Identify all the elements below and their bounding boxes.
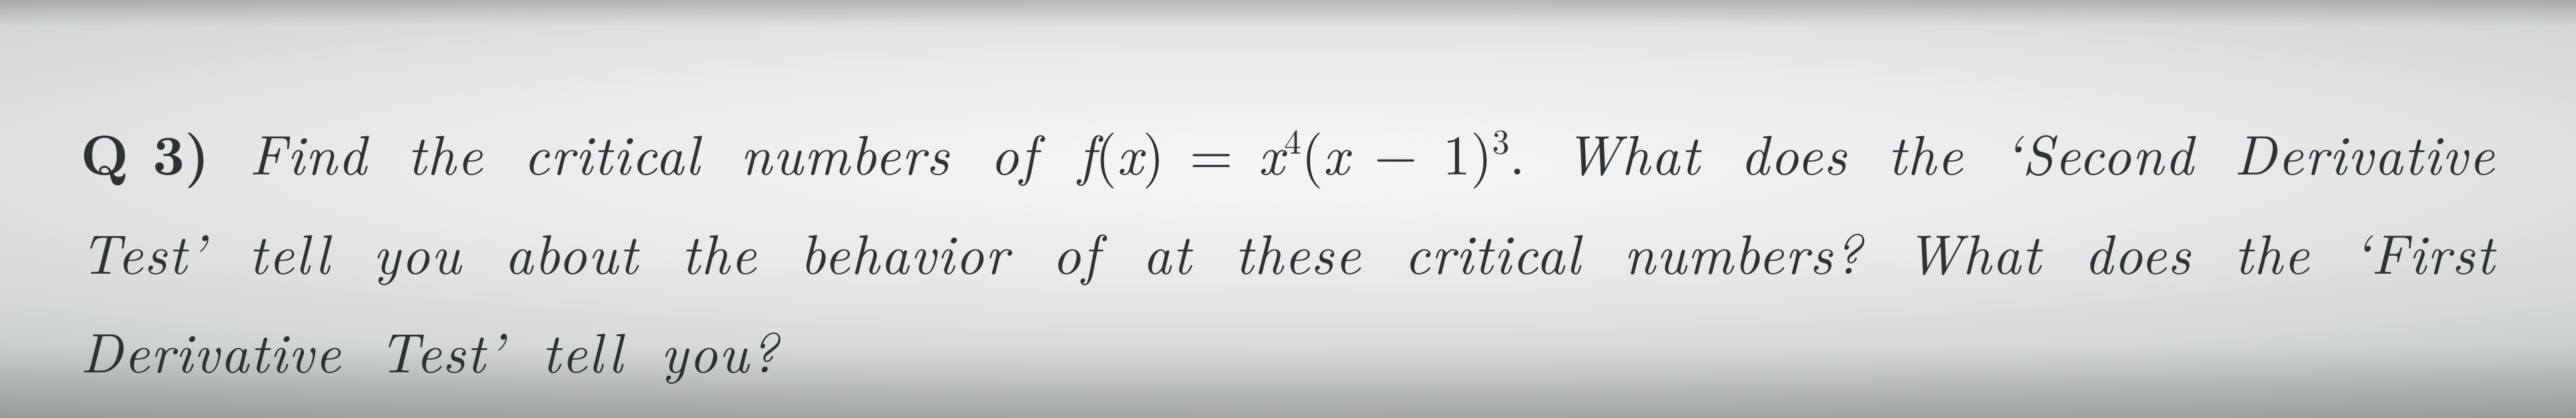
math-equals: = bbox=[1165, 112, 1258, 191]
page: Q 3) Find the critical numbers of f(x) =… bbox=[0, 0, 2576, 418]
question-text: Q 3) Find the critical numbers of f(x) =… bbox=[80, 103, 2496, 400]
math-exp2: 3 bbox=[1492, 115, 1509, 164]
math-f: f bbox=[1078, 113, 1095, 191]
math-x2: x bbox=[1258, 113, 1285, 191]
math-x1: x bbox=[1117, 113, 1143, 191]
math-one: 1 bbox=[1443, 112, 1471, 191]
math-close1: ) bbox=[1142, 112, 1164, 191]
period1: . bbox=[1509, 112, 1564, 191]
math-expression: f(x) = x4(x − 1)3 bbox=[1078, 113, 1509, 191]
math-open1: ( bbox=[1095, 112, 1117, 191]
vignette-top bbox=[0, 0, 2576, 27]
math-x3: x bbox=[1323, 113, 1349, 191]
question-label: Q 3) bbox=[80, 112, 209, 191]
question-paren: ) bbox=[184, 112, 209, 191]
question-part1: Find the critical numbers of bbox=[209, 113, 1078, 191]
math-close2: ) bbox=[1470, 112, 1492, 191]
math-exp1: 4 bbox=[1284, 115, 1301, 164]
question-number: Q 3 bbox=[80, 112, 184, 191]
math-open2: ( bbox=[1301, 112, 1323, 191]
math-minus: − bbox=[1349, 112, 1443, 191]
